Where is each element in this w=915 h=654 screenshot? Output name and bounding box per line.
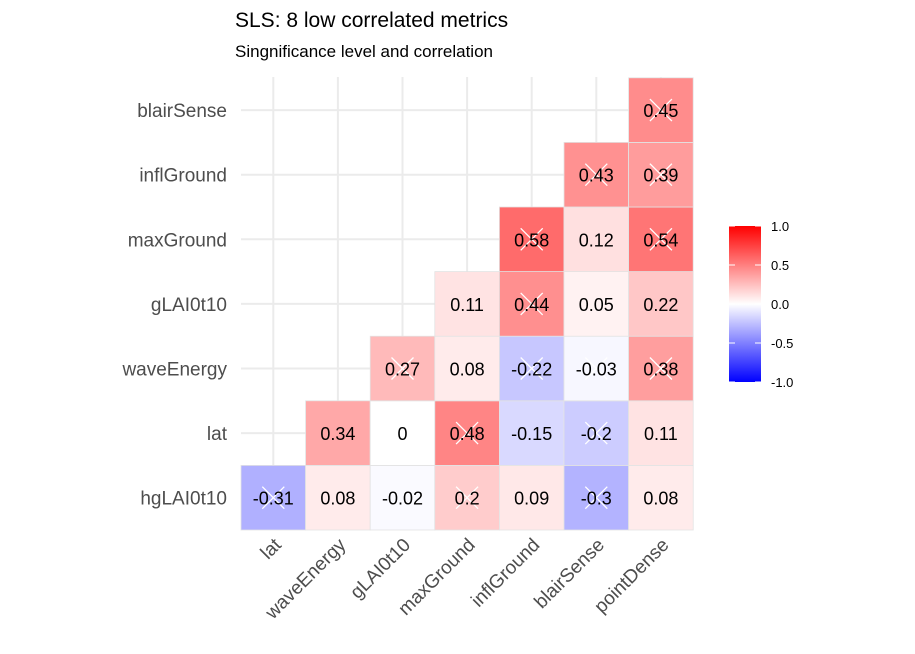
legend-tick-label: -0.5: [771, 336, 793, 351]
legend-tick-label: 1.0: [771, 219, 789, 234]
heatmap-cell: [563, 206, 629, 272]
y-tick-label: inflGround: [139, 166, 227, 187]
cell-value-label: 0.05: [579, 295, 614, 315]
x-axis-ticks: latwaveEnergygLAI0t10maxGroundinflGround…: [257, 534, 674, 624]
insignificance-cross-icon: [649, 163, 673, 187]
cell-value-label: 0.45: [643, 101, 678, 121]
cell-value-label: 0.48: [450, 424, 485, 444]
cell-value-label: 0.34: [320, 424, 355, 444]
legend-tick-label: 0.0: [771, 297, 789, 312]
heatmap-cell: [369, 464, 436, 531]
insignificance-cross-icon: [455, 421, 479, 445]
y-axis-ticks: hgLAI0t10 lat waveEnergy gLAI0t10 maxGround i…: [121, 101, 227, 510]
legend-tick-label: 0.5: [771, 258, 789, 273]
insignificance-cross-icon: [584, 486, 608, 510]
insignificance-cross-icon: [584, 421, 608, 445]
insignificance-cross-icon: [391, 357, 414, 380]
cell-labels: -0.31 0.08 -0.02 0.2 0.09 -0.3 0.08 0.34 0 0.48 -0…: [253, 98, 678, 510]
cell-value-label: 0.39: [643, 166, 678, 186]
insignificance-cross-icon: [584, 357, 608, 380]
cell-value-label: -0.03: [576, 360, 617, 380]
cell-value-label: 0.2: [455, 489, 480, 509]
y-tick-label: hgLAI0t10: [140, 489, 227, 510]
cell-value-label: 0.08: [643, 489, 678, 509]
y-tick-label: blairSense: [137, 101, 227, 122]
cell-value-label: -0.22: [511, 360, 552, 380]
x-tick-label: gLAI0t10: [346, 535, 415, 604]
heatmap-cell: [628, 271, 694, 337]
heatmap-cell: [305, 400, 371, 466]
y-tick-label: gLAI0t10: [151, 295, 227, 316]
cell-value-label: 0.08: [450, 360, 485, 380]
heatmap-cell: [498, 400, 565, 466]
cell-value-label: 0.54: [643, 230, 678, 250]
cell-value-label: 0.43: [579, 166, 614, 186]
cell-value-label: 0.11: [450, 295, 484, 315]
heatmap-cell: [369, 400, 436, 466]
heatmap-cell: [434, 271, 500, 337]
cell-value-label: -0.31: [253, 489, 294, 509]
cell-value-label: 0.22: [643, 295, 678, 315]
cell-value-label: -0.3: [581, 489, 612, 509]
insignificance-cross-icon: [649, 357, 673, 380]
cell-value-label: -0.02: [382, 489, 423, 509]
insignificance-cross-icon: [520, 292, 544, 316]
cell-value-label: 0.38: [643, 360, 678, 380]
insignificance-cross-icon: [584, 163, 608, 187]
y-tick-label: maxGround: [128, 230, 227, 251]
heatmap-cell: [498, 464, 565, 531]
heatmap-cell: [628, 464, 694, 531]
insignificance-cross-icon: [520, 227, 544, 251]
insignificance-cross-icon: [649, 227, 673, 251]
cell-value-label: 0.27: [385, 360, 420, 380]
y-tick-label: waveEnergy: [121, 360, 227, 381]
chart-title: SLS: 8 low correlated metrics: [235, 9, 508, 32]
legend-tick-label: -1.0: [771, 375, 793, 390]
cell-value-label: 0: [397, 424, 407, 444]
cell-value-label: -0.15: [511, 424, 552, 444]
heatmap-cell: [628, 400, 694, 466]
cell-value-label: 0.08: [320, 489, 355, 509]
y-tick-label: lat: [207, 424, 228, 445]
insignificance-cross-icon: [649, 98, 673, 122]
color-legend: 1.0 0.5 0.0 -0.5 -1.0: [729, 219, 793, 390]
cell-value-label: 0.11: [644, 424, 678, 444]
heatmap-cell: [434, 335, 500, 402]
chart-subtitle: Singnificance level and correlation: [235, 42, 493, 61]
insignificance-cross-icon: [261, 486, 285, 510]
cell-value-label: 0.58: [514, 230, 549, 250]
insignificance-cross-icon: [520, 357, 544, 380]
cell-value-label: -0.2: [581, 424, 612, 444]
x-tick-label: lat: [257, 534, 287, 564]
cell-value-label: 0.09: [514, 489, 549, 509]
cell-value-label: 0.44: [514, 295, 549, 315]
cell-value-label: 0.12: [579, 230, 614, 250]
insignificance-cross-icon: [455, 486, 479, 510]
